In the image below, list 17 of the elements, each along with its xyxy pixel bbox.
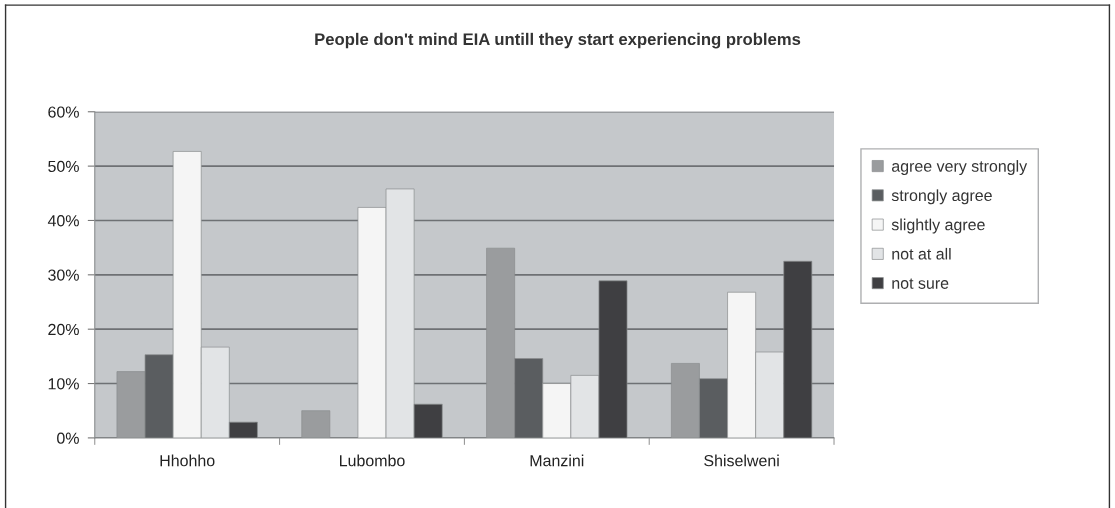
y-tick-label: 50% (48, 160, 79, 173)
chart-title: People don't mind EIA untill they start experiencing problems (315, 32, 801, 49)
legend-label: not at all (892, 247, 951, 260)
legend-label: slightly agree (891, 218, 985, 234)
x-tick-label: Lubombo (340, 454, 405, 467)
y-tick-label: 10% (48, 378, 79, 390)
x-tick-label: Shiselweni (704, 454, 779, 467)
x-tick-label: Hhohho (160, 454, 215, 467)
x-tick-label: Manzini (530, 454, 584, 467)
y-tick-label: 30% (48, 269, 79, 281)
y-tick-label: 60% (48, 106, 79, 118)
legend-label: agree very strongly (891, 160, 1028, 175)
y-tick-label: 40% (47, 215, 79, 227)
y-tick-label: 0% (57, 432, 79, 444)
legend-label: strongly agree (891, 189, 992, 205)
y-tick-label: 20% (48, 323, 79, 336)
legend-label: not sure (892, 278, 949, 289)
